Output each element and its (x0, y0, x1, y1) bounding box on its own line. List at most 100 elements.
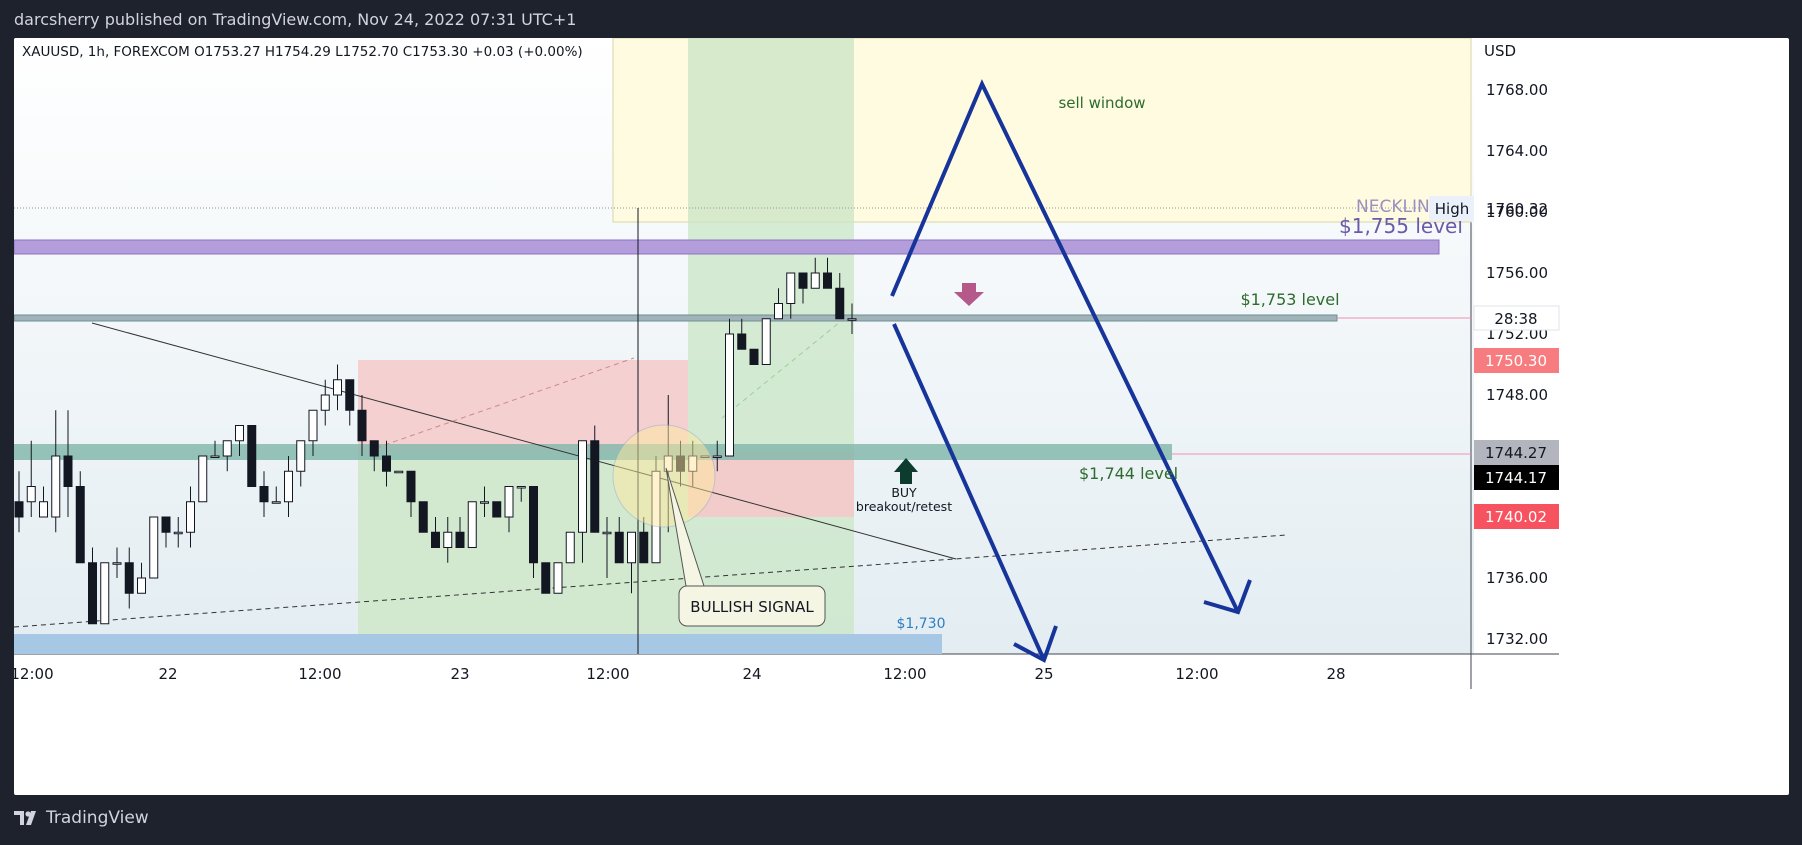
candle (284, 456, 293, 517)
bullish-signal-circle (612, 424, 716, 528)
candle-body (149, 516, 159, 579)
time-tick-label: 28 (1326, 665, 1345, 683)
high-badge-label: High (1435, 200, 1469, 218)
candle (431, 517, 440, 548)
footer: TradingView (14, 808, 149, 828)
level-1744-label: $1,744 level (1079, 464, 1178, 483)
candle (712, 440, 722, 472)
buy-sub-label: breakout/retest (856, 499, 952, 514)
candle (88, 547, 97, 625)
candle-body (345, 379, 355, 411)
candle (26, 440, 36, 517)
candle-body (443, 531, 453, 548)
candle-body (627, 531, 636, 564)
time-tick-label: 12:00 (1175, 665, 1218, 683)
candle-body (614, 531, 624, 564)
candle-body (467, 501, 477, 548)
red-upper-badge (1474, 348, 1559, 373)
zone-1753-band (14, 314, 1338, 322)
countdown-badge (1473, 305, 1560, 331)
neckline-label: NECKLINE (1356, 197, 1440, 217)
descending-trendline (91, 322, 957, 560)
chart-frame[interactable]: BULLISH SIGNAL XAUUSD, 1h, FOREXCOM O175… (14, 38, 1789, 795)
candle (847, 303, 857, 334)
candle-body (774, 303, 783, 320)
high-price-value: 1760.32 (1486, 200, 1548, 218)
candle-body (235, 425, 244, 442)
candle (541, 562, 551, 594)
candle (100, 562, 110, 625)
projection-dashed-line (375, 357, 635, 449)
candle-body (63, 455, 73, 487)
candle-body (798, 272, 808, 289)
candle-body (737, 333, 747, 350)
projection-arrowhead-bottom (1013, 625, 1058, 663)
candle-body (382, 455, 391, 472)
candle-body (418, 501, 428, 533)
candle-body (529, 486, 538, 564)
candle (259, 471, 269, 517)
candle-body (112, 562, 122, 565)
candle (480, 486, 489, 517)
candle (590, 425, 600, 533)
candle-body (14, 501, 24, 518)
candle-body (578, 440, 587, 533)
candle (39, 486, 48, 518)
candle-body (835, 287, 845, 320)
candle-body (124, 562, 134, 594)
red-lower-value: 1740.02 (1485, 508, 1547, 526)
candle (51, 410, 61, 533)
price-tick-label: 1760.00 (1486, 203, 1548, 221)
candle (823, 257, 832, 289)
candle (761, 318, 771, 365)
candle-body (296, 440, 306, 472)
candle-body (516, 486, 526, 489)
footer-brand: TradingView (46, 808, 149, 828)
candle (137, 562, 146, 594)
time-tick-label: 24 (742, 665, 761, 683)
candle (14, 471, 24, 533)
candle (173, 517, 183, 548)
candle (63, 410, 73, 517)
candle-body (639, 531, 649, 564)
candle (749, 348, 759, 365)
level-1753-label: $1,753 level (1240, 290, 1339, 309)
candle (418, 501, 428, 533)
symbol-ohlc-line: XAUUSD, 1h, FOREXCOM O1753.27 H1754.29 L… (22, 44, 583, 60)
candle (786, 272, 796, 319)
candle-body (259, 486, 269, 503)
candle (614, 517, 624, 564)
time-tick-label: 12:00 (298, 665, 341, 683)
pink-zone-right (688, 452, 854, 517)
candle-body (492, 501, 502, 518)
candle-body (333, 379, 342, 396)
candle-body (75, 486, 85, 564)
price-chart[interactable]: BULLISH SIGNAL XAUUSD, 1h, FOREXCOM O175… (14, 38, 1789, 795)
time-tick-label: 25 (1034, 665, 1053, 683)
candle (529, 486, 538, 578)
candle-body (541, 562, 551, 594)
time-tick-label: 22 (158, 665, 177, 683)
candle-body (761, 318, 771, 365)
candle (467, 501, 477, 548)
candle-body (100, 562, 110, 625)
bullish-signal-callout (678, 585, 826, 627)
green-zone-right (688, 38, 854, 654)
candle (504, 486, 514, 533)
candle (639, 517, 649, 564)
level-1730-label: $1,730 (897, 616, 946, 632)
candle (345, 379, 355, 426)
candle (835, 273, 845, 320)
candle (565, 531, 575, 564)
time-tick-label: 23 (450, 665, 469, 683)
sell-arrow-down-icon (954, 283, 984, 306)
time-tick-label: 12:00 (14, 665, 54, 683)
candle-body (88, 562, 97, 625)
candle (553, 562, 563, 594)
candle-body (431, 531, 440, 548)
candle (578, 440, 587, 563)
candle-body (810, 272, 820, 289)
candle (198, 455, 208, 503)
candle (124, 547, 134, 609)
candle (627, 531, 636, 594)
